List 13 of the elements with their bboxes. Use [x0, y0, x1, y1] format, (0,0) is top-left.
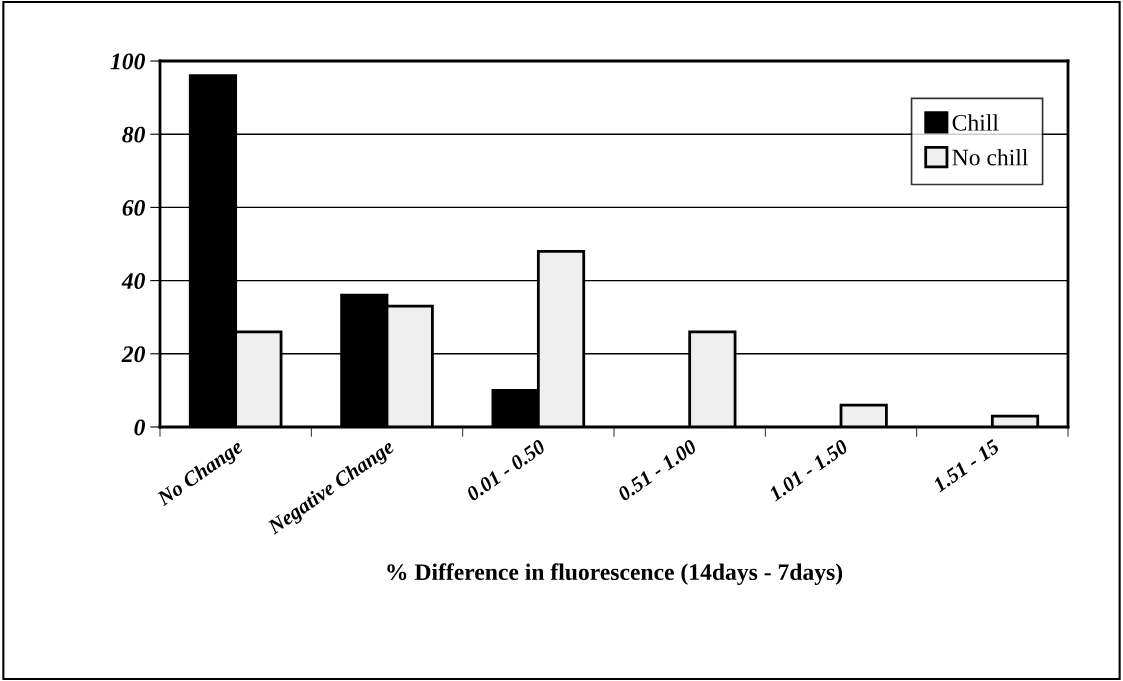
y-tick-label: 40 — [121, 273, 145, 290]
x-axis-title: % Difference in fluorescence (14days - 7days) — [387, 563, 843, 585]
x-tick-label: 1.51 - 15 — [931, 439, 1001, 493]
legend-label: Chill — [952, 114, 999, 131]
y-tick-label: 20 — [121, 346, 145, 363]
y-tick-label: 0 — [134, 419, 145, 436]
y-tick-label: 100 — [110, 53, 145, 70]
x-tick-label: 0.51 - 1.00 — [616, 438, 698, 502]
y-tick-label: 60 — [122, 199, 145, 216]
x-tick-label: 1.01 - 1.50 — [767, 438, 850, 502]
y-tick-label: 80 — [122, 126, 145, 143]
legend-label: No chill — [952, 148, 1028, 166]
x-tick-label: 0.01 - 0.50 — [465, 438, 547, 502]
